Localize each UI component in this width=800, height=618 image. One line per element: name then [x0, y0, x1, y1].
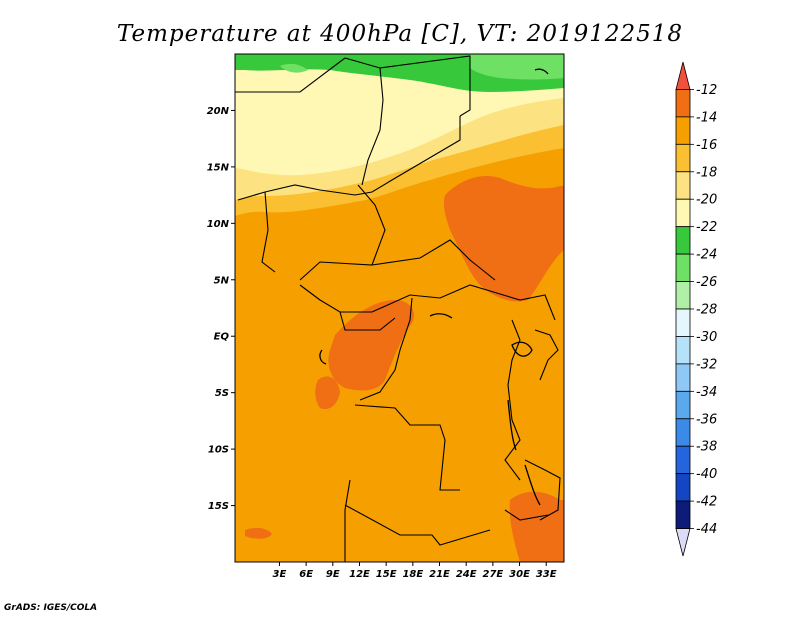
colorbar-swatch: [675, 281, 691, 310]
colorbar-label: -18: [696, 165, 717, 180]
lon-tick-label: 6E: [299, 569, 313, 580]
colorbar-label: -36: [696, 412, 717, 427]
temperature-map: 20N 15N 10N 5N EQ 5S 10S 15S 3E 6E 9E 12E 15E 18E 21E…: [207, 53, 565, 580]
colorbar-swatch: [675, 143, 691, 173]
lat-tick-label: 5N: [214, 275, 230, 286]
colorbar-swatch: [675, 226, 691, 255]
colorbar-swatch: [675, 336, 691, 365]
lon-tick-label: 9E: [326, 569, 340, 580]
lakes-and-coast: [319, 68, 549, 506]
colorbar-swatch: [675, 390, 691, 420]
colorbar-swatch: [675, 253, 691, 282]
colorbar-swatch: [675, 61, 691, 90]
lon-tick-label: 3E: [273, 569, 287, 580]
lon-tick-label: 33E: [536, 569, 557, 580]
colorbar-swatch: [675, 363, 691, 392]
colorbar-label: -26: [696, 275, 717, 290]
map-frame: [234, 53, 565, 563]
colorbar-swatch: [675, 528, 691, 557]
field-patch-minus26: [470, 54, 564, 80]
colorbar-swatch: [675, 473, 691, 502]
field-patch-minus14-south: [509, 491, 564, 562]
colorbar-swatch: [675, 308, 691, 337]
colorbar-swatch: [675, 116, 691, 145]
colorbar-swatch: [675, 171, 691, 200]
lon-tick-label: 27E: [482, 569, 503, 580]
colorbar-label: -16: [696, 138, 717, 153]
colorbar-label: -24: [696, 248, 717, 263]
colorbar-label: -30: [696, 330, 717, 345]
field-patch-minus14-coast: [315, 376, 340, 410]
country-borders: [235, 55, 561, 562]
lat-tick-label: 5S: [215, 388, 229, 399]
field-patch-minus14-congo: [328, 300, 415, 391]
colorbar-swatch: [675, 198, 691, 228]
colorbar-label: -40: [696, 467, 717, 482]
field-patch-minus14-east: [443, 175, 564, 302]
colorbar-label: -44: [696, 522, 717, 537]
colorbar-label: -14: [696, 110, 717, 125]
colorbar-swatch: [675, 418, 691, 447]
lat-tick-label: 20N: [207, 106, 230, 117]
lat-tick-label: EQ: [214, 332, 230, 343]
colorbar-label: -38: [696, 440, 717, 455]
colorbar-label: -12: [696, 83, 717, 98]
lon-tick-label: 24E: [456, 569, 477, 580]
lat-tick-label: 15S: [208, 501, 229, 512]
field-patch-minus14-sw: [245, 527, 272, 539]
lat-tick-label: 10N: [207, 219, 230, 230]
colorbar-swatch: [675, 89, 691, 118]
colorbar-label: -32: [696, 357, 717, 372]
field-patch-minus26-west: [280, 63, 308, 73]
colorbar-label: -20: [696, 193, 717, 208]
colorbar-label: -28: [696, 303, 717, 318]
colorbar-label: -34: [696, 385, 717, 400]
colorbar-swatch: [675, 445, 691, 475]
lon-tick-label: 12E: [349, 569, 370, 580]
figure-title: Temperature at 400hPa [C], VT: 201912251…: [117, 21, 683, 47]
lon-tick-label: 21E: [429, 569, 450, 580]
temperature-field: [235, 54, 564, 562]
longitude-axis: 3E 6E 9E 12E 15E 18E 21E 24E 27E 30E 33E: [273, 562, 557, 580]
lat-tick-label: 10S: [208, 445, 229, 456]
lon-tick-label: 15E: [376, 569, 397, 580]
lon-tick-label: 18E: [402, 569, 423, 580]
grads-credit: GrADS: IGES/COLA: [4, 603, 98, 613]
lon-tick-label: 30E: [509, 569, 530, 580]
colorbar-label: -42: [696, 495, 717, 510]
colorbar: -12 -14 -16 -18 -20 -22 -24 -26 -28 -30 -32 -34 -36 -…: [675, 61, 717, 557]
colorbar-swatch: [675, 500, 691, 529]
colorbar-label: -22: [696, 220, 717, 235]
lat-tick-label: 15N: [207, 162, 230, 173]
latitude-axis: 20N 15N 10N 5N EQ 5S 10S 15S: [207, 106, 235, 512]
